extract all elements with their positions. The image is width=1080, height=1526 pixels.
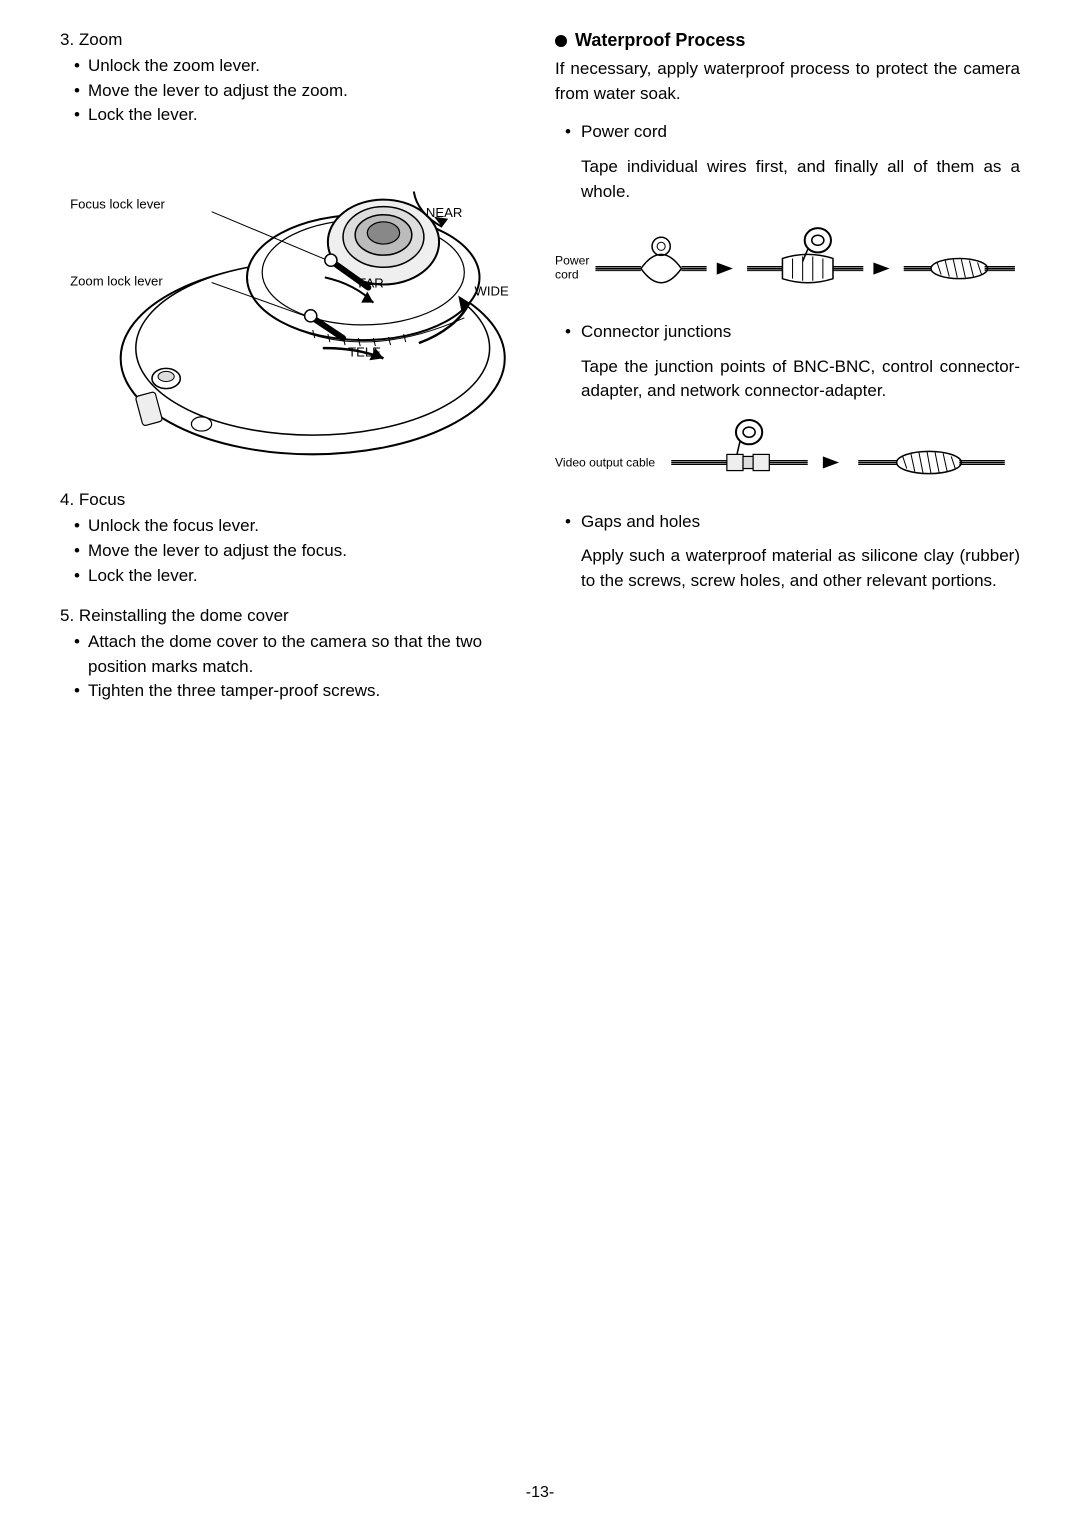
waterproof-title: Waterproof Process <box>575 30 745 51</box>
camera-diagram: Focus lock lever Zoom lock lever NEAR FA… <box>60 146 525 464</box>
item1-title-row: Power cord <box>555 120 1020 145</box>
step4-title: Focus <box>79 490 125 509</box>
item3-title-row: Gaps and holes <box>555 510 1020 535</box>
tele-label: TELE <box>348 344 381 359</box>
page-number: -13- <box>0 1484 1080 1502</box>
item2-desc: Tape the junction points of BNC-BNC, con… <box>555 355 1020 404</box>
item1-desc: Tape individual wires first, and finally… <box>555 155 1020 204</box>
step4-heading: 4. Focus <box>60 490 525 510</box>
item2-title-row: Connector junctions <box>555 320 1020 345</box>
step3-heading: 3. Zoom <box>60 30 525 50</box>
step3-title: Zoom <box>79 30 122 49</box>
list-item: Move the lever to adjust the focus. <box>74 539 525 564</box>
item3-desc: Apply such a waterproof material as sili… <box>555 544 1020 593</box>
list-item: Tighten the three tamper-proof screws. <box>74 679 525 704</box>
near-label: NEAR <box>426 205 462 220</box>
right-column: Waterproof Process If necessary, apply w… <box>555 30 1020 722</box>
step5-bullets: Attach the dome cover to the camera so t… <box>60 630 525 704</box>
list-item: Unlock the zoom lever. <box>74 54 525 79</box>
wide-label: WIDE <box>474 284 509 299</box>
waterproof-heading: Waterproof Process <box>555 30 1020 51</box>
step5-heading: 5. Reinstalling the dome cover <box>60 606 525 626</box>
list-item: Move the lever to adjust the zoom. <box>74 79 525 104</box>
item2-title: Connector junctions <box>565 320 1020 345</box>
list-item: Lock the lever. <box>74 564 525 589</box>
list-item: Lock the lever. <box>74 103 525 128</box>
item1-title: Power cord <box>565 120 1020 145</box>
left-column: 3. Zoom Unlock the zoom lever. Move the … <box>60 30 525 722</box>
power-cord-label: Power <box>555 254 589 268</box>
step5-title: Reinstalling the dome cover <box>79 606 289 625</box>
item3-title: Gaps and holes <box>565 510 1020 535</box>
bullet-dot-icon <box>555 35 567 47</box>
step5-num: 5. <box>60 606 74 625</box>
video-cable-label: Video output cable <box>555 456 655 470</box>
list-item: Attach the dome cover to the camera so t… <box>74 630 525 679</box>
zoom-lock-label: Zoom lock lever <box>70 273 163 288</box>
waterproof-intro: If necessary, apply waterproof process t… <box>555 57 1020 106</box>
step3-bullets: Unlock the zoom lever. Move the lever to… <box>60 54 525 128</box>
step4-num: 4. <box>60 490 74 509</box>
far-label: FAR <box>358 275 384 290</box>
focus-lock-label: Focus lock lever <box>70 197 165 212</box>
svg-text:cord: cord <box>555 268 579 282</box>
step4-bullets: Unlock the focus lever. Move the lever t… <box>60 514 525 588</box>
power-cord-diagram: Power cord <box>555 216 1020 302</box>
list-item: Unlock the focus lever. <box>74 514 525 539</box>
step3-num: 3. <box>60 30 74 49</box>
connector-diagram: Video output cable <box>555 416 1020 492</box>
